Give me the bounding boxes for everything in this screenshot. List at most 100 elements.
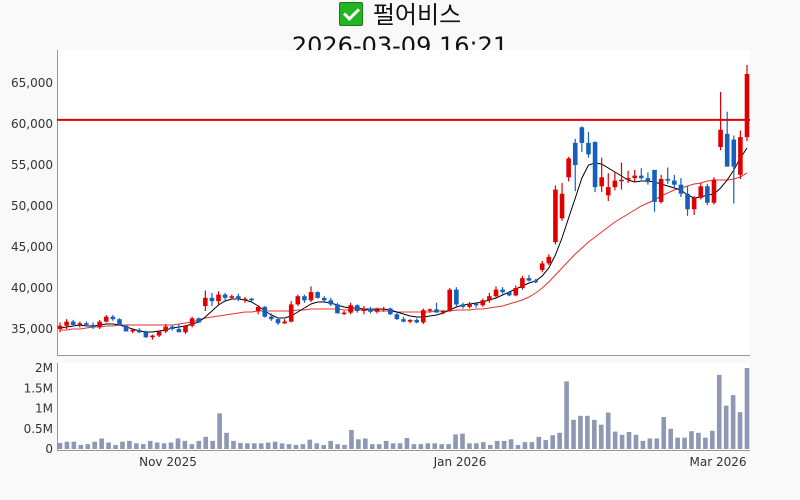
candle-body	[341, 312, 347, 315]
volume-bar	[592, 419, 597, 449]
candle-body	[599, 177, 604, 187]
volume-bar	[696, 432, 701, 449]
volume-bar	[487, 444, 493, 449]
candle-body	[711, 179, 717, 203]
chart-title: 펄어비스	[0, 0, 800, 30]
volume-bar	[682, 437, 687, 449]
volume-bar	[453, 434, 458, 449]
x-tick-label: Nov 2025	[139, 455, 197, 469]
candle-body	[592, 142, 598, 188]
volume-plot-area	[57, 363, 750, 451]
candle-body	[546, 256, 552, 264]
candle-body	[440, 310, 446, 313]
volume-bar	[342, 444, 347, 449]
volume-bar	[120, 441, 125, 449]
candle-body	[335, 304, 340, 314]
volume-bar	[217, 413, 222, 449]
volume-bar	[307, 439, 313, 449]
candle-body	[619, 179, 624, 182]
candle-body	[421, 310, 426, 323]
volume-tick-label: 0.5M	[24, 422, 53, 436]
volume-bar	[252, 443, 257, 449]
volume-bar	[203, 436, 209, 449]
candle-body	[255, 306, 261, 311]
y-tick-label: 50,000	[11, 199, 53, 213]
candle-body	[718, 129, 723, 147]
candle-body	[348, 305, 353, 313]
candle-body	[387, 308, 393, 315]
volume-bar	[92, 441, 97, 449]
volume-bar	[605, 412, 611, 449]
candle-body	[394, 314, 400, 320]
price-plot-area	[57, 50, 750, 355]
volume-tick-label: 0	[45, 442, 53, 456]
volume-bar	[481, 442, 486, 449]
candle-body	[586, 142, 591, 155]
volume-bar	[182, 440, 188, 449]
candle-body	[361, 308, 367, 311]
candle-body	[288, 304, 294, 322]
candle-body	[229, 296, 235, 298]
candle-body	[57, 325, 63, 329]
candle-body	[295, 296, 301, 305]
volume-bar	[85, 444, 91, 449]
candle-body	[236, 296, 241, 300]
x-tick-label: Jan 2026	[433, 455, 487, 469]
volume-bar	[467, 443, 472, 449]
candle-body	[143, 332, 149, 338]
candle-body	[97, 321, 102, 328]
candle-body	[698, 186, 704, 198]
candle-body	[282, 321, 287, 324]
candle-body	[150, 335, 155, 338]
volume-bar	[369, 444, 375, 449]
candle-body	[249, 298, 254, 301]
volume-bar	[265, 442, 271, 449]
candle-body	[414, 319, 420, 323]
candle-body	[612, 180, 618, 188]
candle-body	[123, 325, 129, 332]
volume-bar	[633, 434, 639, 449]
candle-body	[110, 316, 116, 320]
volume-bar	[647, 438, 653, 449]
candle-body	[189, 318, 195, 326]
candle-body	[176, 329, 182, 333]
volume-bar	[703, 437, 708, 449]
volume-bar	[640, 440, 646, 449]
volume-bar	[245, 443, 250, 449]
candle-body	[738, 137, 743, 175]
x-tick-label: Mar 2026	[690, 455, 747, 469]
candle-body	[480, 300, 486, 306]
candle-body	[639, 175, 644, 179]
candle-body	[64, 321, 69, 326]
volume-bar	[571, 419, 576, 449]
candle-body	[136, 329, 142, 333]
candle-body	[645, 178, 651, 183]
volume-bar	[543, 440, 549, 449]
candle-body	[434, 309, 439, 313]
volume-bar	[404, 438, 410, 449]
volume-bar	[335, 444, 340, 449]
volume-bar	[356, 439, 361, 449]
candle-body	[196, 318, 202, 323]
volume-bar	[661, 417, 667, 449]
candle-body	[117, 319, 122, 326]
candle-body	[744, 73, 750, 138]
volume-bar	[550, 435, 555, 449]
candle-body	[242, 298, 248, 301]
candle-body	[493, 289, 499, 297]
volume-bar	[529, 442, 535, 449]
volume-bar	[460, 433, 465, 449]
candle-body	[467, 303, 472, 307]
candle-body	[407, 319, 413, 322]
candle-body	[216, 294, 221, 302]
volume-bar	[293, 444, 299, 449]
volume-bar	[654, 438, 660, 449]
volume-bar	[668, 428, 673, 449]
y-tick-label: 40,000	[11, 281, 53, 295]
candle-body	[269, 316, 274, 320]
candle-body	[130, 329, 135, 332]
candle-body	[209, 297, 215, 302]
candle-body	[163, 326, 168, 332]
candle-body	[401, 319, 406, 322]
candle-body	[625, 178, 631, 180]
